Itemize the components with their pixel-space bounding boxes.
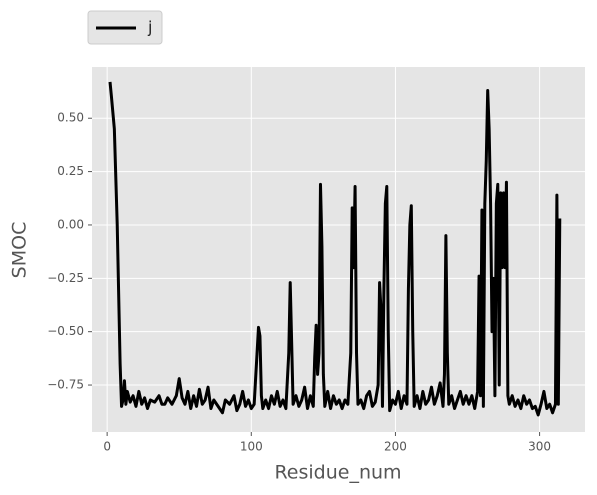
x-tick-label: 100 <box>240 440 263 454</box>
line-series <box>108 81 562 417</box>
y-tick-label: −0.50 <box>47 324 84 338</box>
x-tick-label: 0 <box>103 440 111 454</box>
y-tick-label: 0.25 <box>57 164 84 178</box>
y-axis-title: SMOC <box>9 222 31 279</box>
y-tick-label: 0.00 <box>57 217 84 231</box>
y-tick-label: −0.75 <box>47 378 84 392</box>
legend-label: j <box>147 18 152 37</box>
y-tick-label: 0.50 <box>57 111 84 125</box>
x-axis-title: Residue_num <box>274 462 401 484</box>
x-tick-label: 300 <box>528 440 551 454</box>
plot-area <box>92 67 585 432</box>
y-tick-label: −0.25 <box>47 271 84 285</box>
x-tick-label: 200 <box>384 440 407 454</box>
